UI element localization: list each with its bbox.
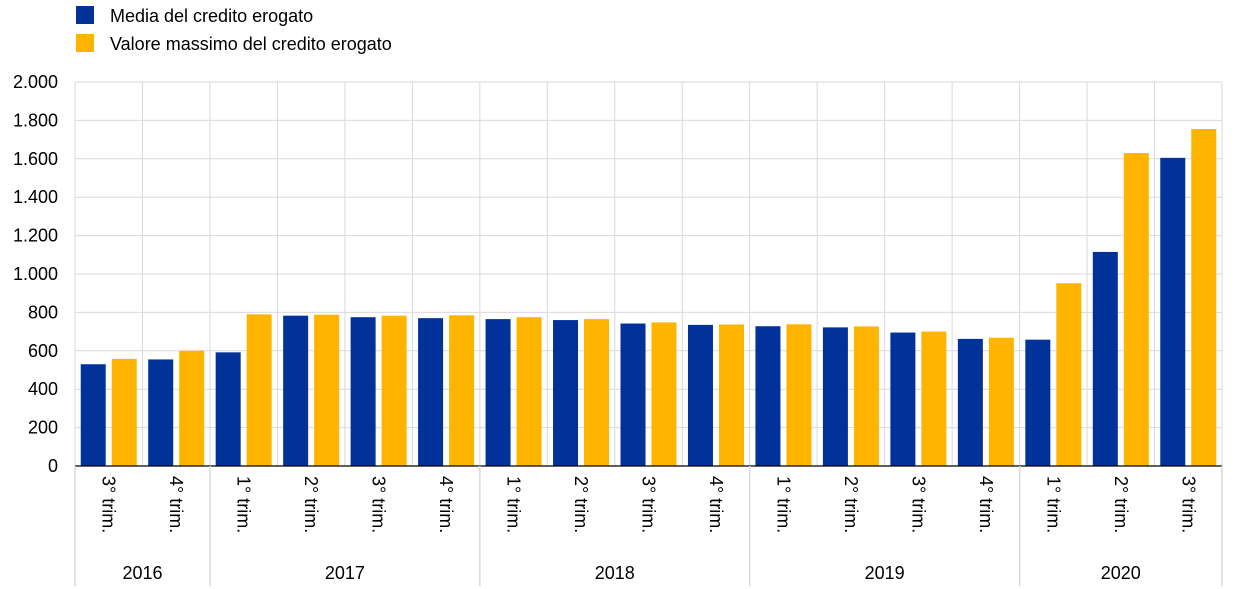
bar-series-2 — [921, 331, 947, 466]
x-tick-label: 2° trim. — [571, 476, 591, 533]
bar-series-1 — [1092, 251, 1118, 466]
year-label: 2017 — [325, 563, 365, 583]
x-tick-label: 1° trim. — [504, 476, 524, 533]
bar-series-2 — [111, 358, 137, 466]
bar-series-2 — [718, 324, 744, 466]
x-tick-label: 1° trim. — [1043, 476, 1063, 533]
x-tick-label: 3° trim. — [1178, 476, 1198, 533]
x-tick-label: 4° trim. — [166, 476, 186, 533]
year-label: 2019 — [865, 563, 905, 583]
x-tick-label: 3° trim. — [369, 476, 389, 533]
bar-series-2 — [651, 322, 677, 466]
y-tick-label: 1.000 — [13, 264, 58, 284]
y-tick-label: 1.400 — [13, 187, 58, 207]
x-tick-label: 3° trim. — [908, 476, 928, 533]
bar-series-2 — [246, 314, 272, 466]
legend-swatch-series-1 — [76, 6, 94, 24]
bar-series-1 — [80, 364, 106, 466]
gridlines — [74, 81, 1223, 466]
bar-series-1 — [620, 323, 646, 466]
bar-series-1 — [215, 352, 241, 466]
bar-series-1 — [1160, 157, 1186, 466]
bar-series-2 — [179, 350, 205, 466]
x-tick-label: 4° trim. — [976, 476, 996, 533]
x-tick-label: 1° trim. — [234, 476, 254, 533]
bar-series-1 — [822, 327, 848, 466]
bar-series-1 — [350, 317, 376, 466]
x-tick-label: 3° trim. — [99, 476, 119, 533]
x-tick-label: 2° trim. — [1111, 476, 1131, 533]
bar-series-2 — [516, 317, 542, 466]
x-tick-label: 3° trim. — [639, 476, 659, 533]
legend-label-series-1: Media del credito erogato — [110, 6, 313, 26]
y-tick-label: 1.600 — [13, 149, 58, 169]
bar-series-1 — [890, 332, 916, 466]
bar-series-1 — [957, 338, 983, 466]
y-tick-label: 0 — [48, 456, 58, 476]
legend: Media del credito erogato Valore massimo… — [76, 6, 392, 54]
bar-series-1 — [755, 326, 781, 466]
bar-series-1 — [553, 320, 579, 466]
bar-series-2 — [1123, 153, 1149, 467]
bar-series-1 — [148, 359, 174, 466]
bar-series-1 — [283, 315, 309, 466]
bar-series-2 — [1191, 129, 1217, 467]
bar-series-2 — [853, 326, 879, 466]
x-tick-label: 4° trim. — [706, 476, 726, 533]
x-axis: 3° trim. 4° trim. 1° trim. 2° trim. 3° trim.… — [74, 465, 1223, 586]
bar-series-2 — [1056, 283, 1082, 466]
y-tick-label: 800 — [28, 302, 58, 322]
y-tick-label: 1.200 — [13, 226, 58, 246]
x-tick-label: 2° trim. — [841, 476, 861, 533]
y-tick-label: 200 — [28, 418, 58, 438]
y-tick-label: 2.000 — [13, 72, 58, 92]
y-tick-label: 1.800 — [13, 110, 58, 130]
year-label: 2018 — [595, 563, 635, 583]
y-tick-label: 600 — [28, 341, 58, 361]
bar-series-1 — [418, 318, 444, 466]
x-tick-label: 4° trim. — [436, 476, 456, 533]
legend-label-series-2: Valore massimo del credito erogato — [110, 34, 392, 54]
y-tick-label: 400 — [28, 379, 58, 399]
bar-series-2 — [449, 315, 475, 466]
bar-series-2 — [786, 324, 812, 466]
bar-series-1 — [687, 324, 713, 466]
y-axis-ticks: 0 200 400 600 800 1.000 1.200 1.400 1.600 1.800 2.… — [13, 72, 58, 476]
bars — [80, 129, 1217, 467]
legend-swatch-series-2 — [76, 34, 94, 52]
bar-series-2 — [988, 337, 1014, 466]
bar-series-2 — [381, 315, 407, 466]
x-tick-label: 2° trim. — [301, 476, 321, 533]
bar-series-2 — [314, 314, 340, 466]
x-tick-label: 1° trim. — [773, 476, 793, 533]
bar-series-2 — [584, 319, 610, 466]
year-label: 2016 — [122, 563, 162, 583]
bar-series-1 — [485, 319, 511, 466]
bar-series-1 — [1025, 339, 1051, 466]
year-label: 2020 — [1101, 563, 1141, 583]
